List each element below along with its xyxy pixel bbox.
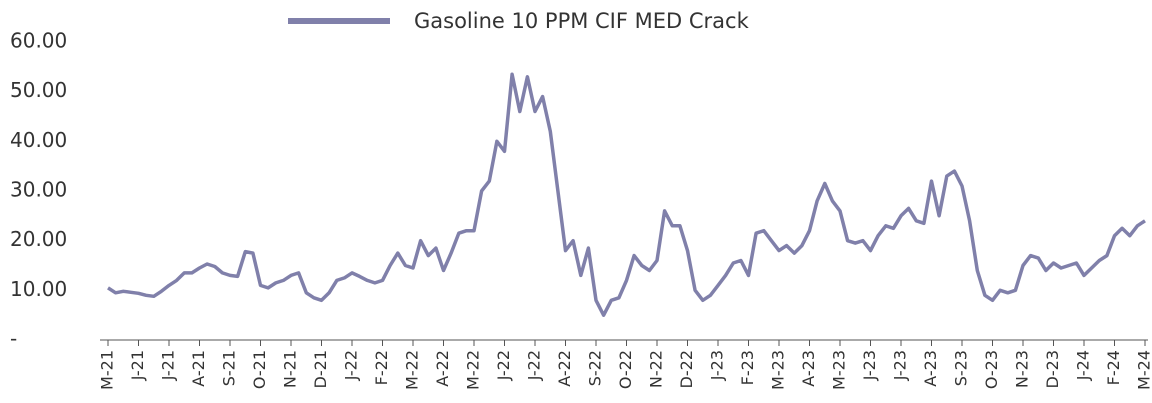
y-tick-label: 50.00	[10, 78, 67, 102]
x-tick-label: D-23	[1043, 350, 1062, 388]
x-tick-label: N-21	[281, 350, 300, 388]
x-tick-label: O-22	[616, 350, 635, 389]
x-tick-label: M-22	[464, 350, 483, 390]
x-tick-label: J-23	[708, 350, 727, 381]
x-tick-label: A-21	[189, 350, 208, 387]
x-tick-label: J-22	[494, 350, 513, 381]
y-tick-label: 40.00	[10, 128, 67, 152]
x-tick-label: A-22	[433, 350, 452, 387]
x-tick-label: D-22	[677, 350, 696, 388]
x-tick-label: J-22	[525, 350, 544, 381]
x-tick-label: F-24	[1104, 350, 1123, 385]
y-tick-label: 10.00	[10, 277, 67, 301]
legend-label: Gasoline 10 PPM CIF MED Crack	[414, 9, 750, 33]
x-tick-label: J-23	[891, 350, 910, 381]
x-tick-label: M-23	[769, 350, 788, 390]
y-tick-label: 20.00	[10, 227, 67, 251]
x-tick-label: S-22	[586, 350, 605, 386]
x-tick-label: F-22	[372, 350, 391, 385]
x-tick-label: S-21	[220, 350, 239, 386]
x-tick-label: A-23	[921, 350, 940, 387]
x-tick-label: J-21	[159, 350, 178, 381]
x-tick-label: J-24	[1074, 350, 1093, 381]
x-tick-label: M-24	[1135, 350, 1152, 390]
x-tick-label: A-23	[799, 350, 818, 387]
data-line	[107, 72, 1146, 317]
x-tick-label: N-22	[647, 350, 666, 388]
x-tick-label: S-23	[952, 350, 971, 386]
x-tick-label: J-21	[128, 350, 147, 381]
y-tick-label: 60.00	[10, 29, 67, 53]
x-tick-label: J-22	[342, 350, 361, 381]
y-tick-label: -	[10, 327, 17, 351]
x-tick-label: F-23	[738, 350, 757, 385]
y-tick-label: 30.00	[10, 178, 67, 202]
x-tick-label: D-21	[311, 350, 330, 388]
x-tick-label: M-21	[98, 350, 117, 390]
x-tick-label: A-22	[555, 350, 574, 387]
x-tick-label: N-23	[1013, 350, 1032, 388]
x-tick-label: J-23	[860, 350, 879, 381]
x-tick-label: O-23	[982, 350, 1001, 389]
x-tick-label: M-22	[403, 350, 422, 390]
x-tick-label: O-21	[250, 350, 269, 389]
x-tick-label: M-23	[830, 350, 849, 390]
